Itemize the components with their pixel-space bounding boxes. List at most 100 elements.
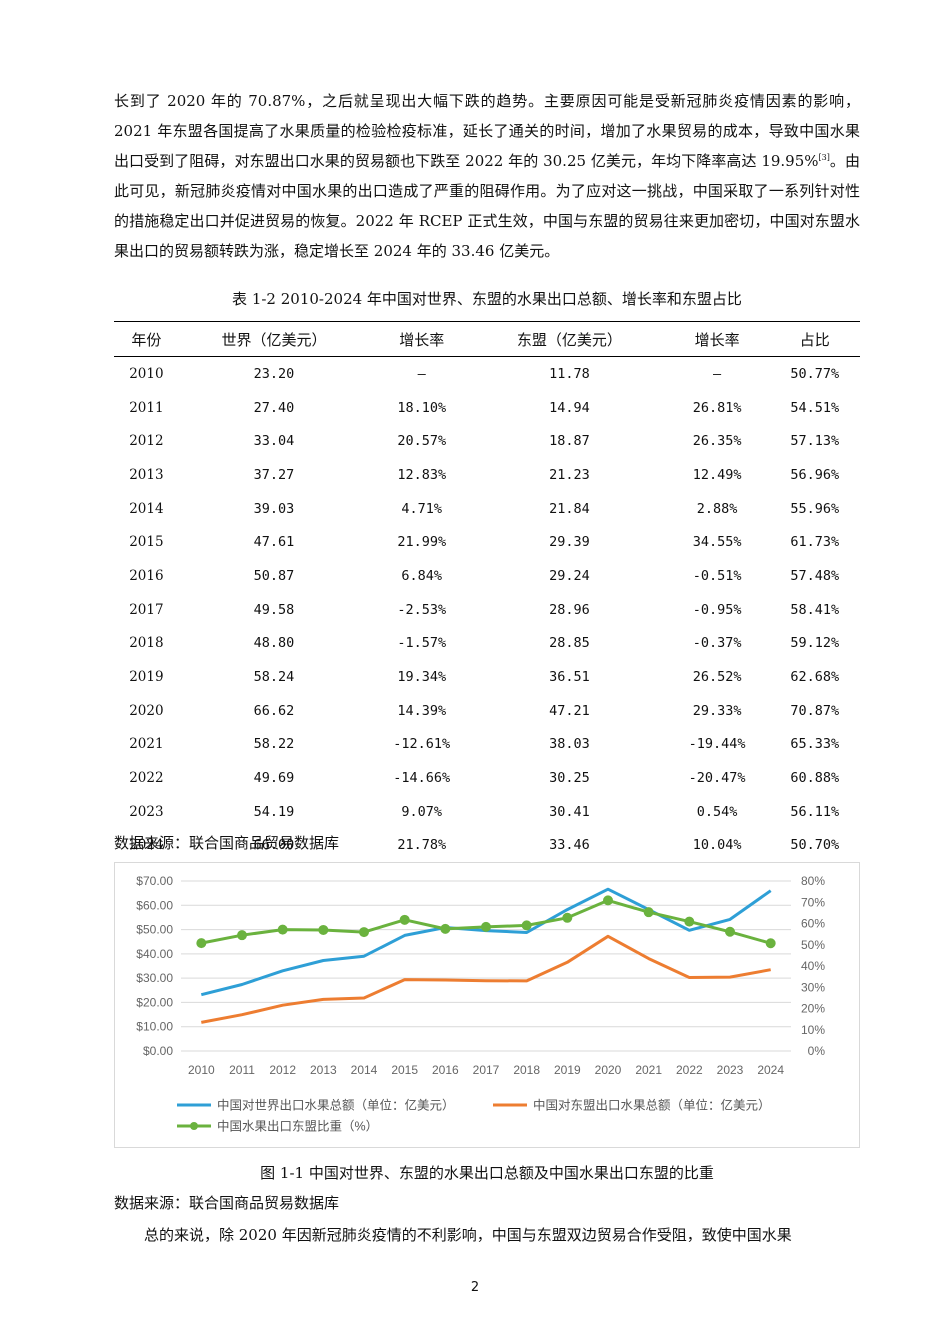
export-table: 年份 世界（亿美元） 增长率 东盟（亿美元） 增长率 占比 2010 23.20—11.78… [114, 321, 860, 864]
x-tick-label: 2015 [391, 1063, 418, 1077]
table-cell: -12.61% [393, 736, 451, 753]
series-line [201, 934, 771, 1024]
table-cell: 21.84 [549, 500, 590, 517]
x-tick-label: 2023 [717, 1063, 744, 1077]
table-cell: 34.55% [692, 534, 742, 551]
table-row: 2010 23.20 — 11.78 — 50.77% [114, 357, 860, 391]
table-cell: 48.80 [253, 635, 295, 652]
table-cell: 9.07% [401, 803, 443, 820]
table-row: 2023 54.19 9.07% 30.41 0.54% 56.11% [114, 795, 860, 829]
x-tick-label: 2012 [269, 1063, 296, 1077]
y-right-tick-label: 40% [801, 959, 825, 973]
table-cell: 23.20 [253, 365, 295, 382]
table-cell: 65.33% [790, 736, 840, 753]
data-point [318, 924, 329, 935]
table-cell: 30.41 [549, 803, 590, 820]
data-point [684, 916, 695, 927]
y-right-tick-label: 60% [801, 917, 825, 931]
table-cell: -0.51% [692, 567, 742, 584]
paragraph-1: 长到了 2020 年的 70.87%，之后就呈现出大幅下跌的趋势。主要原因可能是… [114, 86, 860, 266]
table-row: 2018 48.80 -1.57% 28.85 -0.37% 59.12% [114, 627, 860, 661]
data-point [603, 895, 613, 906]
table-cell: 62.68% [790, 669, 840, 686]
figure-source: 数据来源：联合国商品贸易数据库 [114, 1194, 340, 1212]
data-point [481, 921, 491, 932]
data-point [562, 912, 573, 923]
table-source: 数据来源：联合国商品贸易数据库 [114, 834, 340, 852]
table-cell: 50.70% [790, 837, 840, 854]
table-cell: -14.66% [393, 770, 451, 787]
chart-svg: $0.00 $10.00 $20.00 $30.00 $40.00 $50.00 $60.0… [136, 874, 826, 1134]
table-cell: 29.39 [549, 534, 590, 551]
y-right-tick-label: 0% [808, 1044, 826, 1058]
table-row: 2020 66.62 14.39% 47.21 29.33% 70.87% [114, 694, 860, 728]
legend-label: 中国对东盟出口水果总额（单位：亿美元） [533, 1098, 771, 1113]
table-cell: 30.25 [549, 770, 590, 787]
table-cell: 38.03 [549, 736, 590, 753]
table-cell: 2023 [129, 803, 164, 820]
table-row: 2021 58.22 -12.61% 38.03 -19.44% 65.33% [114, 728, 860, 762]
table-cell: 61.73% [790, 534, 840, 551]
table-row: 2011 27.40 18.10% 14.94 26.81% 54.51% [114, 391, 860, 425]
table-cell: 6.84% [401, 567, 443, 584]
table-cell: 19.34% [397, 669, 447, 686]
table-cell: 2.88% [696, 500, 738, 517]
table-cell: 2010 [129, 365, 164, 382]
table-cell: 58.22 [253, 736, 295, 753]
data-point [237, 930, 247, 941]
table-cell: 10.04% [692, 837, 742, 854]
table-cell: 57.13% [790, 433, 840, 450]
x-tick-label: 2014 [351, 1063, 378, 1077]
table-cell: 2017 [129, 601, 164, 618]
table-body: 2010 23.20 — 11.78 — 50.77% 2011 27.40 18.10% 14.… [114, 357, 860, 863]
table-cell: 70.87% [790, 702, 840, 719]
legend-label: 中国水果出口东盟比重（%） [217, 1119, 378, 1134]
y-right-tick-label: 50% [801, 938, 825, 952]
data-point [765, 938, 776, 949]
y-left-tick-label: $70.00 [136, 874, 173, 888]
table-cell: 54.51% [790, 399, 840, 416]
table-row: 2014 39.03 4.71% 21.84 2.88% 55.96% [114, 492, 860, 526]
table-header-cell: 增长率 [664, 321, 770, 357]
paragraph-1-text-a: 长到了 2020 年的 70.87%，之后就呈现出大幅下跌的趋势。主要原因可能是… [114, 92, 860, 170]
table-cell: 14.39% [397, 702, 447, 719]
table-cell: 27.40 [253, 399, 295, 416]
page-number: 2 [470, 1280, 480, 1295]
citation-ref[interactable]: [3] [818, 153, 830, 162]
table-row: 2015 47.61 21.99% 29.39 34.55% 61.73% [114, 525, 860, 559]
table-caption: 表 1-2 2010-2024 年中国对世界、东盟的水果出口总额、增长率和东盟占… [232, 290, 742, 308]
y-left-tick-label: $10.00 [136, 1020, 173, 1034]
table-cell: 54.19 [253, 803, 295, 820]
table-cell: 0.54% [696, 803, 738, 820]
table-header-cell: 东盟（亿美元） [474, 321, 665, 357]
table-header-cell: 占比 [769, 321, 860, 357]
table-cell: 37.27 [253, 466, 295, 483]
y-right-tick-label: 70% [801, 895, 825, 909]
x-tick-label: 2016 [432, 1063, 459, 1077]
table-cell: 56.11% [790, 803, 840, 820]
table-cell: 2018 [129, 635, 164, 652]
table-cell: 2015 [129, 534, 164, 551]
x-tick-label: 2022 [676, 1063, 703, 1077]
x-tick-label: 2019 [554, 1063, 581, 1077]
table-cell: 26.35% [692, 433, 742, 450]
table-cell: 55.96% [790, 500, 840, 517]
data-point [359, 927, 369, 938]
table-cell: -0.95% [692, 601, 742, 618]
table-cell: 2024 [129, 837, 164, 854]
y-right-tick-label: 10% [801, 1023, 825, 1037]
table-cell: 20.57% [397, 433, 447, 450]
table-cell: 2012 [129, 433, 164, 450]
table-cell: 26.81% [692, 399, 742, 416]
data-point [277, 924, 288, 935]
table-row: 2013 37.27 12.83% 21.23 12.49% 56.96% [114, 458, 860, 492]
table-cell: 66.62 [253, 702, 295, 719]
table-cell: 2013 [129, 466, 164, 483]
data-point [399, 914, 410, 925]
table-cell: 57.48% [790, 567, 840, 584]
table-cell: 50.87 [253, 567, 295, 584]
table-row: 2012 33.04 20.57% 18.87 26.35% 57.13% [114, 424, 860, 458]
table-cell: 49.69 [253, 770, 295, 787]
y-right-tick-label: 20% [801, 1002, 825, 1016]
table-cell: -19.44% [688, 736, 746, 753]
